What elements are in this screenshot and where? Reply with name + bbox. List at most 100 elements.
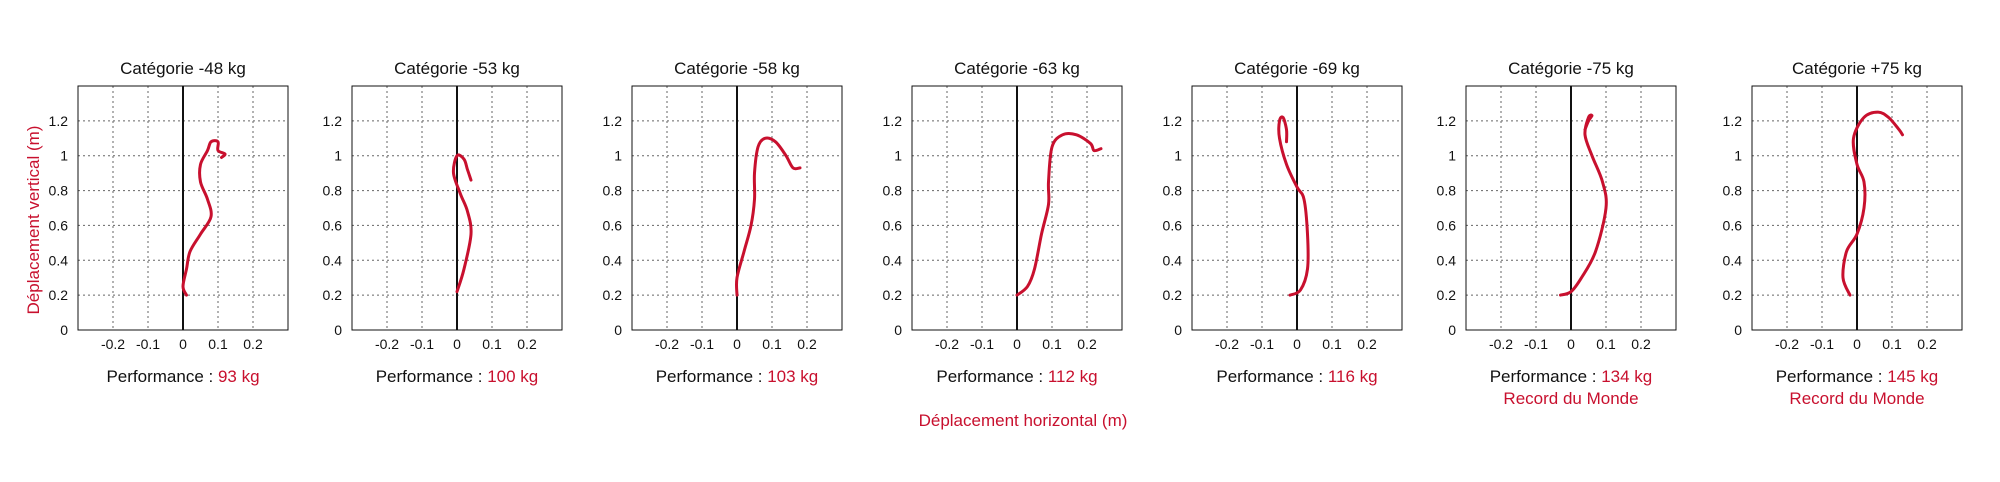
x-tick-label: 0.2 bbox=[1357, 336, 1377, 352]
trajectory-line bbox=[1841, 110, 1904, 297]
panel-title: Catégorie -53 kg bbox=[394, 59, 520, 78]
panel-3: Catégorie -63 kg -0.2 -0.1 0 0.1 0.2 0 0.2 0.4 0.… bbox=[883, 59, 1123, 352]
x-tick-label: -0.2 bbox=[1489, 336, 1513, 352]
y-tick-label: 0.6 bbox=[1437, 217, 1457, 233]
y-tick-label: 0.8 bbox=[1437, 183, 1457, 199]
y-tick-label: 0.4 bbox=[1723, 252, 1743, 268]
panel-title: Catégorie -75 kg bbox=[1508, 59, 1634, 78]
performance-value: 112 kg bbox=[1047, 367, 1098, 386]
trajectory-line bbox=[181, 139, 227, 297]
trajectory-line bbox=[451, 153, 473, 294]
record-note: Record du Monde bbox=[1503, 389, 1639, 408]
performance-value: 100 kg bbox=[487, 367, 539, 386]
performance-label-58kg: Performance : 103 kg bbox=[607, 366, 867, 388]
x-tick-label: -0.1 bbox=[970, 336, 994, 352]
x-tick-label: -0.2 bbox=[375, 336, 399, 352]
x-tick-label: -0.1 bbox=[1810, 336, 1834, 352]
x-tick-label: -0.1 bbox=[690, 336, 714, 352]
y-tick-label: 0.8 bbox=[883, 183, 903, 199]
y-tick-label: 1.2 bbox=[323, 113, 343, 129]
y-tick-label: 1.2 bbox=[1723, 113, 1743, 129]
trajectory-line bbox=[1015, 131, 1103, 297]
y-tick-label: 0.2 bbox=[1437, 287, 1457, 303]
x-tick-label: 0.2 bbox=[797, 336, 817, 352]
x-tick-label: 0 bbox=[453, 336, 461, 352]
x-tick-label: -0.1 bbox=[136, 336, 160, 352]
x-tick-label: 0.1 bbox=[762, 336, 782, 352]
y-tick-label: 0.2 bbox=[1163, 287, 1183, 303]
y-tick-label: 1 bbox=[60, 148, 68, 164]
x-tick-label: -0.2 bbox=[1775, 336, 1799, 352]
y-tick-label: 0.6 bbox=[603, 217, 623, 233]
y-tick-label: 1.2 bbox=[603, 113, 623, 129]
panel-0: Catégorie -48 kg -0.2 -0.1 0 0.1 0.2 0 0.2 0.4 0.… bbox=[49, 59, 289, 352]
x-tick-label: 0.1 bbox=[1882, 336, 1902, 352]
y-tick-label: 0.6 bbox=[49, 217, 69, 233]
performance-value: 134 kg bbox=[1601, 367, 1653, 386]
x-tick-label: 0 bbox=[1853, 336, 1861, 352]
panel-title: Catégorie -69 kg bbox=[1234, 59, 1360, 78]
panel-4: Catégorie -69 kg -0.2 -0.1 0 0.1 0.2 0 0.2 0.4 0.… bbox=[1163, 59, 1403, 352]
y-tick-label: 0.2 bbox=[883, 287, 903, 303]
y-tick-label: 0.4 bbox=[1163, 252, 1183, 268]
performance-label-69kg: Performance : 116 kg bbox=[1167, 366, 1427, 388]
performance-value: 145 kg bbox=[1887, 367, 1939, 386]
x-tick-label: 0.2 bbox=[1077, 336, 1097, 352]
x-tick-label: 0.2 bbox=[1631, 336, 1651, 352]
x-tick-label: -0.2 bbox=[935, 336, 959, 352]
y-tick-label: 0.6 bbox=[323, 217, 343, 233]
x-tick-label: 0.2 bbox=[1917, 336, 1937, 352]
x-tick-label: -0.1 bbox=[410, 336, 434, 352]
performance-value: 116 kg bbox=[1327, 367, 1378, 386]
y-tick-label: 0 bbox=[894, 322, 902, 338]
y-tick-label: 1 bbox=[614, 148, 622, 164]
x-tick-label: 0.1 bbox=[1596, 336, 1616, 352]
y-tick-label: 0.2 bbox=[49, 287, 69, 303]
y-tick-label: 0.8 bbox=[1163, 183, 1183, 199]
y-tick-label: 1 bbox=[1174, 148, 1182, 164]
y-tick-label: 0.4 bbox=[323, 252, 343, 268]
x-tick-label: 0 bbox=[179, 336, 187, 352]
trajectory-line bbox=[734, 136, 802, 297]
performance-label-63kg: Performance : 112 kg bbox=[887, 366, 1147, 388]
y-tick-label: 0 bbox=[334, 322, 342, 338]
panel-6: Catégorie +75 kg -0.2 -0.1 0 0.1 0.2 0 0.2 0.4 0.… bbox=[1723, 59, 1963, 352]
y-tick-label: 0.2 bbox=[603, 287, 623, 303]
x-tick-label: -0.2 bbox=[101, 336, 125, 352]
panel-5: Catégorie -75 kg -0.2 -0.1 0 0.1 0.2 0 0.2 0.4 0.… bbox=[1437, 59, 1677, 352]
x-tick-label: -0.1 bbox=[1250, 336, 1274, 352]
performance-label-text: Performance : bbox=[106, 367, 214, 386]
y-tick-label: 0 bbox=[614, 322, 622, 338]
y-tick-label: 0 bbox=[60, 322, 68, 338]
panel-title: Catégorie +75 kg bbox=[1792, 59, 1922, 78]
y-tick-label: 1.2 bbox=[883, 113, 903, 129]
x-tick-label: 0.1 bbox=[208, 336, 228, 352]
record-note: Record du Monde bbox=[1789, 389, 1925, 408]
x-tick-label: 0.2 bbox=[243, 336, 263, 352]
performance-label-53kg: Performance : 100 kg bbox=[327, 366, 587, 388]
performance-label-plus75kg: Performance : 145 kg Record du Monde bbox=[1727, 366, 1987, 410]
y-tick-label: 1 bbox=[1734, 148, 1742, 164]
performance-label-text: Performance : bbox=[655, 367, 763, 386]
panel-title: Catégorie -48 kg bbox=[120, 59, 246, 78]
y-tick-label: 0.4 bbox=[1437, 252, 1457, 268]
x-tick-label: 0 bbox=[1567, 336, 1575, 352]
y-tick-label: 1 bbox=[1448, 148, 1456, 164]
performance-value: 103 kg bbox=[767, 367, 819, 386]
y-tick-label: 0.6 bbox=[1163, 217, 1183, 233]
y-tick-label: 1.2 bbox=[1437, 113, 1457, 129]
y-tick-label: 0.8 bbox=[323, 183, 343, 199]
panel-title: Catégorie -58 kg bbox=[674, 59, 800, 78]
performance-label-48kg: Performance : 93 kg bbox=[53, 366, 313, 388]
y-tick-label: 0.8 bbox=[603, 183, 623, 199]
x-tick-label: 0 bbox=[733, 336, 741, 352]
y-tick-label: 0.4 bbox=[49, 252, 69, 268]
performance-label-text: Performance : bbox=[375, 367, 483, 386]
y-tick-label: 1 bbox=[334, 148, 342, 164]
performance-label-text: Performance : bbox=[1489, 367, 1597, 386]
performance-label-75kg: Performance : 134 kg Record du Monde bbox=[1441, 366, 1701, 410]
y-tick-label: 0.8 bbox=[1723, 183, 1743, 199]
y-tick-label: 0.6 bbox=[883, 217, 903, 233]
x-tick-label: 0 bbox=[1293, 336, 1301, 352]
